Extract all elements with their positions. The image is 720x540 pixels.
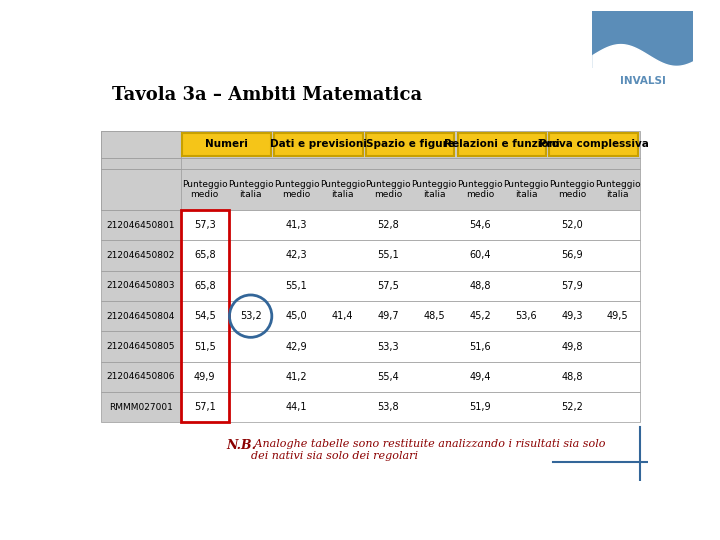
Text: 54,6: 54,6 — [469, 220, 491, 230]
Text: 42,9: 42,9 — [286, 341, 307, 352]
Text: Spazio e figure: Spazio e figure — [366, 139, 454, 150]
Bar — [101, 131, 639, 158]
Text: 57,5: 57,5 — [377, 281, 400, 291]
Text: 212046450806: 212046450806 — [107, 373, 175, 381]
Text: 57,3: 57,3 — [194, 220, 215, 230]
Text: Prova complessiva: Prova complessiva — [539, 139, 649, 150]
Bar — [181, 210, 229, 422]
Text: 60,4: 60,4 — [469, 251, 491, 260]
Text: Punteggio
italia: Punteggio italia — [595, 180, 641, 199]
Text: 55,1: 55,1 — [286, 281, 307, 291]
Bar — [181, 271, 639, 301]
Text: Analoghe tabelle sono restituite analizzando i risultati sia solo
dei nativi sia: Analoghe tabelle sono restituite analizz… — [251, 439, 606, 461]
Text: Punteggio
medio: Punteggio medio — [549, 180, 595, 199]
Text: Punteggio
medio: Punteggio medio — [182, 180, 228, 199]
Text: Dati e previsioni: Dati e previsioni — [270, 139, 366, 150]
Text: 49,3: 49,3 — [561, 311, 582, 321]
Text: 65,8: 65,8 — [194, 251, 215, 260]
Text: 57,9: 57,9 — [561, 281, 582, 291]
Bar — [366, 133, 454, 156]
Text: 45,2: 45,2 — [469, 311, 491, 321]
Bar — [101, 169, 181, 210]
Text: 212046450804: 212046450804 — [107, 312, 175, 321]
Text: Numeri: Numeri — [205, 139, 248, 150]
Text: Punteggio
italia: Punteggio italia — [228, 180, 274, 199]
Text: 212046450801: 212046450801 — [107, 221, 175, 230]
Text: 41,4: 41,4 — [332, 311, 354, 321]
Bar — [181, 362, 639, 392]
Bar — [181, 392, 639, 422]
Text: 42,3: 42,3 — [286, 251, 307, 260]
Text: 57,1: 57,1 — [194, 402, 215, 412]
Bar — [101, 158, 181, 169]
Text: 49,4: 49,4 — [469, 372, 491, 382]
Bar — [181, 332, 639, 362]
Bar — [101, 210, 181, 240]
Text: 52,0: 52,0 — [561, 220, 582, 230]
Bar — [101, 169, 639, 210]
Text: 53,8: 53,8 — [377, 402, 399, 412]
Text: 49,8: 49,8 — [561, 341, 582, 352]
Text: 41,3: 41,3 — [286, 220, 307, 230]
Bar — [101, 301, 181, 332]
Bar — [593, 11, 693, 69]
Bar — [181, 210, 639, 240]
Text: 212046450805: 212046450805 — [107, 342, 175, 351]
Bar — [101, 158, 639, 169]
Text: 48,8: 48,8 — [561, 372, 582, 382]
Bar — [274, 133, 363, 156]
Text: 55,1: 55,1 — [377, 251, 399, 260]
Text: N.B.: N.B. — [227, 439, 257, 452]
Text: 55,4: 55,4 — [377, 372, 399, 382]
Text: Tavola 3a – Ambiti Matematica: Tavola 3a – Ambiti Matematica — [112, 85, 423, 104]
Bar — [549, 133, 638, 156]
Text: 65,8: 65,8 — [194, 281, 215, 291]
Text: Punteggio
italia: Punteggio italia — [503, 180, 549, 199]
Text: 48,8: 48,8 — [469, 281, 491, 291]
Text: 48,5: 48,5 — [423, 311, 445, 321]
Bar — [182, 133, 271, 156]
Text: 53,2: 53,2 — [240, 311, 261, 321]
Text: 49,7: 49,7 — [377, 311, 399, 321]
Text: 51,5: 51,5 — [194, 341, 215, 352]
Text: 53,6: 53,6 — [516, 311, 537, 321]
Text: 51,9: 51,9 — [469, 402, 491, 412]
Bar — [181, 240, 639, 271]
Text: 212046450802: 212046450802 — [107, 251, 175, 260]
Text: 52,8: 52,8 — [377, 220, 399, 230]
Text: Punteggio
medio: Punteggio medio — [457, 180, 503, 199]
Text: 52,2: 52,2 — [561, 402, 583, 412]
Text: Punteggio
italia: Punteggio italia — [411, 180, 457, 199]
Text: INVALSI: INVALSI — [620, 76, 665, 86]
Text: Punteggio
italia: Punteggio italia — [320, 180, 365, 199]
Bar — [101, 332, 181, 362]
Text: 49,5: 49,5 — [607, 311, 629, 321]
Bar — [101, 131, 181, 158]
Text: Punteggio
medio: Punteggio medio — [274, 180, 320, 199]
Text: Relazioni e funzioni: Relazioni e funzioni — [444, 139, 559, 150]
Bar — [458, 133, 546, 156]
Text: 45,0: 45,0 — [286, 311, 307, 321]
Text: 49,9: 49,9 — [194, 372, 215, 382]
Text: 54,5: 54,5 — [194, 311, 215, 321]
Bar — [101, 362, 181, 392]
Text: 53,3: 53,3 — [377, 341, 399, 352]
Text: 44,1: 44,1 — [286, 402, 307, 412]
Text: 212046450803: 212046450803 — [107, 281, 175, 291]
Text: 56,9: 56,9 — [561, 251, 582, 260]
Bar — [101, 240, 181, 271]
Bar — [101, 392, 181, 422]
Text: Punteggio
medio: Punteggio medio — [366, 180, 411, 199]
Text: 51,6: 51,6 — [469, 341, 491, 352]
Text: RMMM027001: RMMM027001 — [109, 403, 173, 411]
Bar — [181, 301, 639, 332]
Bar — [101, 271, 181, 301]
Text: 41,2: 41,2 — [286, 372, 307, 382]
